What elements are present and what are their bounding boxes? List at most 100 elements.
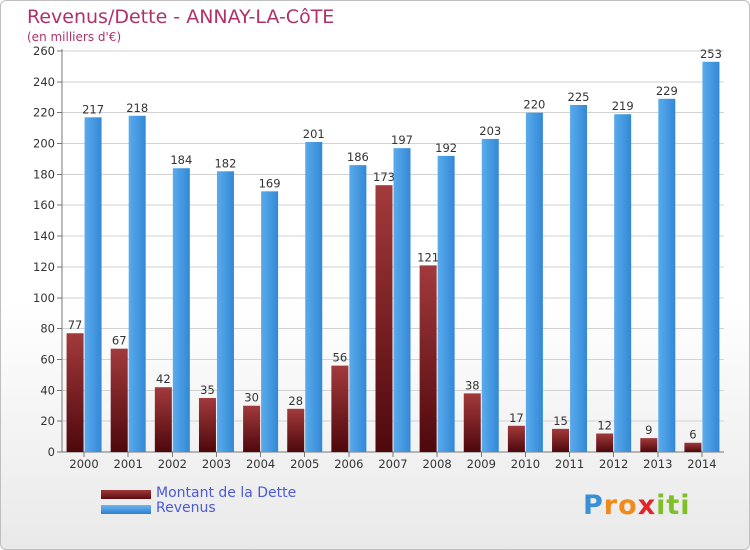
x-tick-label: 2006 (334, 457, 363, 471)
data-label-dette: 35 (200, 383, 215, 397)
y-tick-label: 180 (33, 167, 55, 181)
bar-dette (198, 398, 216, 452)
data-label-revenus: 203 (479, 124, 501, 138)
bar-revenus (305, 141, 323, 452)
logo-letter: r (603, 490, 619, 521)
bar-revenus (481, 138, 499, 452)
bar-dette (154, 387, 172, 452)
bar-dette (419, 265, 437, 452)
x-tick-label: 2010 (511, 457, 540, 471)
data-label-dette: 38 (465, 378, 480, 392)
chart-subtitle: (en milliers d'€) (27, 30, 122, 44)
y-tick-label: 240 (33, 75, 55, 89)
x-tick-label: 2007 (378, 457, 407, 471)
bar-dette (375, 185, 393, 452)
x-tick-label: 2000 (69, 457, 98, 471)
y-tick-label: 140 (33, 229, 55, 243)
data-label-dette: 9 (645, 423, 652, 437)
data-label-dette: 12 (597, 418, 612, 432)
bar-dette (552, 428, 570, 452)
bar-revenus (702, 61, 720, 453)
data-label-revenus: 192 (435, 141, 457, 155)
data-label-dette: 15 (553, 414, 568, 428)
bar-dette (66, 333, 84, 452)
y-tick-label: 120 (33, 260, 55, 274)
bar-revenus (349, 165, 367, 452)
legend-label-revenus: Revenus (156, 500, 216, 516)
bar-dette (287, 408, 305, 452)
bar-revenus (216, 171, 234, 453)
data-label-revenus: 197 (391, 133, 413, 147)
y-tick-label: 20 (40, 414, 55, 428)
data-label-dette: 30 (244, 391, 259, 405)
data-label-dette: 121 (417, 250, 439, 264)
data-label-dette: 77 (68, 318, 83, 332)
data-label-dette: 17 (509, 411, 524, 425)
logo-letter: x (637, 490, 657, 521)
data-label-dette: 6 (689, 428, 696, 442)
data-label-revenus: 219 (612, 99, 634, 113)
bar-revenus (128, 115, 146, 453)
data-label-revenus: 220 (523, 98, 545, 112)
bar-revenus (84, 117, 102, 453)
bar-dette (463, 393, 481, 452)
data-label-revenus: 253 (700, 47, 722, 61)
data-label-revenus: 186 (347, 150, 369, 164)
bar-dette (596, 433, 614, 452)
data-label-dette: 67 (112, 334, 127, 348)
data-label-revenus: 217 (82, 102, 104, 116)
y-tick-label: 40 (40, 383, 55, 397)
x-tick-label: 2005 (290, 457, 319, 471)
data-label-dette: 56 (333, 351, 348, 365)
bar-dette (640, 438, 658, 452)
bar-revenus (172, 168, 190, 452)
y-tick-label: 100 (33, 291, 55, 305)
x-tick-label: 2011 (555, 457, 584, 471)
data-label-revenus: 184 (170, 153, 192, 167)
y-tick-label: 60 (40, 352, 55, 366)
data-label-revenus: 182 (214, 156, 236, 170)
bar-dette (507, 425, 525, 452)
proxiti-logo: Proxiti (583, 490, 691, 521)
y-tick-label: 80 (40, 322, 55, 336)
data-label-revenus: 225 (568, 90, 590, 104)
legend-label-dette: Montant de la Dette (156, 485, 297, 501)
data-label-revenus: 229 (656, 84, 678, 98)
x-tick-label: 2001 (114, 457, 143, 471)
bar-revenus (437, 155, 455, 452)
x-tick-label: 2008 (422, 457, 451, 471)
bar-revenus (614, 114, 632, 452)
bar-dette (684, 442, 702, 452)
data-label-revenus: 218 (126, 101, 148, 115)
chart-title: Revenus/Dette - ANNAY-LA-CôTE (27, 6, 335, 28)
y-tick-label: 200 (33, 137, 55, 151)
bar-dette (331, 365, 349, 452)
x-tick-label: 2004 (246, 457, 275, 471)
x-tick-label: 2003 (202, 457, 231, 471)
x-tick-label: 2014 (687, 457, 716, 471)
x-tick-label: 2002 (158, 457, 187, 471)
data-label-revenus: 201 (303, 127, 325, 141)
data-label-dette: 42 (156, 372, 171, 386)
bar-revenus (570, 104, 588, 452)
bar-dette (110, 348, 128, 452)
x-tick-label: 2013 (643, 457, 672, 471)
bar-revenus (525, 112, 543, 452)
y-tick-label: 260 (33, 44, 55, 58)
x-tick-label: 2012 (599, 457, 628, 471)
logo-letter: o (618, 490, 638, 521)
y-tick-label: 220 (33, 106, 55, 120)
data-label-revenus: 169 (259, 176, 281, 190)
bar-revenus (658, 98, 676, 453)
logo-letter: i (656, 490, 667, 521)
legend-swatch-revenus (101, 505, 151, 514)
logo-letter: i (680, 490, 691, 521)
bar-revenus (261, 191, 279, 452)
logo-letter: t (666, 490, 681, 521)
y-tick-label: 0 (48, 445, 55, 459)
data-label-dette: 173 (373, 170, 395, 184)
legend-swatch-dette (101, 490, 151, 499)
y-tick-label: 160 (33, 198, 55, 212)
data-label-dette: 28 (288, 394, 303, 408)
